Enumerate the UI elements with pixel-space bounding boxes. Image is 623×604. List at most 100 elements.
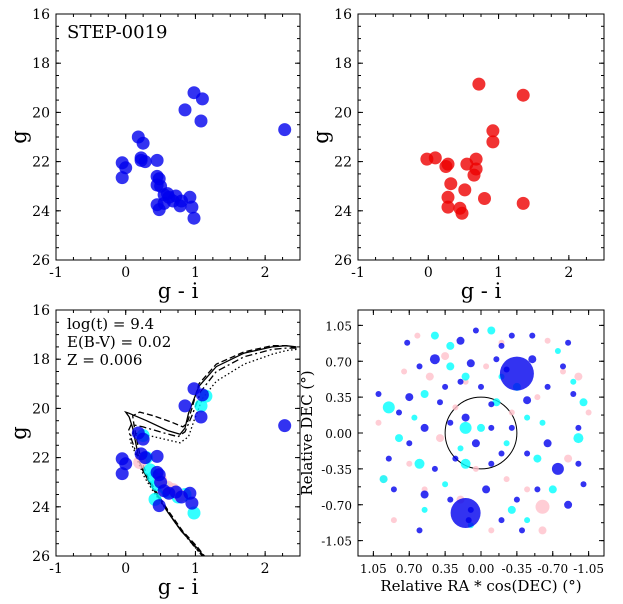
data-point: [493, 356, 500, 363]
x-axis-label: g - i: [461, 279, 502, 303]
y-tick-label: 22: [334, 155, 352, 171]
data-point: [278, 123, 292, 137]
data-point: [194, 114, 208, 128]
data-point: [570, 391, 577, 397]
data-point: [446, 341, 455, 350]
data-point: [459, 421, 472, 434]
data-point: [472, 77, 486, 91]
data-point: [492, 398, 501, 407]
y-tick-label: 0.70: [325, 355, 352, 369]
data-point: [524, 450, 531, 457]
x-tick-label: 0.70: [396, 562, 423, 576]
data-point: [538, 526, 547, 535]
data-point: [396, 409, 402, 416]
data-point: [488, 401, 495, 408]
x-tick-label: -1.05: [573, 562, 604, 576]
data-point: [420, 490, 429, 499]
param-z: Z = 0.006: [67, 351, 142, 369]
data-point: [488, 424, 495, 431]
data-point: [187, 506, 201, 520]
data-point: [414, 458, 425, 469]
data-point: [544, 337, 551, 344]
x-tick-label: 2: [261, 561, 270, 577]
axes-frame: [55, 13, 301, 261]
data-point: [187, 211, 201, 225]
data-point: [185, 200, 199, 214]
data-point: [499, 356, 534, 391]
data-point: [441, 190, 455, 204]
data-point: [458, 183, 472, 197]
data-point: [405, 393, 414, 402]
data-point: [119, 161, 133, 175]
data-point: [573, 433, 584, 444]
y-tick-label: -1.05: [321, 535, 352, 549]
data-point: [430, 331, 439, 340]
data-point: [194, 410, 208, 424]
data-point: [194, 399, 208, 413]
y-tick-label: 26: [32, 253, 50, 269]
data-point: [585, 409, 592, 416]
data-point: [439, 160, 453, 173]
data-point: [554, 348, 561, 354]
data-point: [455, 206, 469, 220]
param-ebv: E(B-V) = 0.02: [67, 333, 171, 351]
data-point: [478, 192, 491, 205]
data-point: [431, 465, 438, 472]
data-point: [524, 517, 531, 524]
data-point: [178, 103, 192, 117]
data-point: [442, 481, 449, 488]
y-tick-label: 16: [32, 303, 50, 319]
data-point: [478, 383, 484, 390]
plot-area: [115, 345, 297, 556]
data-point: [469, 152, 483, 166]
data-point: [414, 332, 421, 339]
data-point: [134, 153, 148, 167]
data-point: [507, 505, 516, 514]
y-tick-label: 20: [32, 105, 50, 121]
x-axis-label: g - i: [158, 575, 199, 599]
x-tick-label: -1: [351, 265, 365, 281]
data-point: [150, 153, 164, 167]
data-point: [115, 171, 129, 185]
y-tick-label: 20: [32, 401, 50, 417]
data-point: [382, 401, 395, 414]
data-point: [436, 434, 444, 443]
data-point: [379, 475, 388, 484]
x-tick-label: 1: [191, 561, 200, 577]
data-point: [420, 423, 429, 432]
data-point: [498, 342, 505, 349]
data-point: [529, 332, 536, 339]
data-point: [278, 419, 292, 433]
x-tick-label: -1: [49, 561, 63, 577]
data-point: [183, 190, 197, 204]
data-point: [516, 88, 530, 102]
data-point: [508, 424, 515, 431]
y-tick-label: 0.35: [325, 391, 352, 405]
data-point: [564, 454, 573, 463]
y-tick-label: 26: [32, 549, 50, 565]
x-tick-label: 0.35: [432, 562, 459, 576]
data-point: [173, 199, 187, 213]
x-tick-label: 1: [191, 265, 200, 281]
y-tick-label: 22: [32, 155, 50, 171]
data-point: [447, 419, 454, 426]
data-point: [467, 168, 481, 182]
y-tick-label: 24: [32, 204, 50, 220]
data-point: [564, 500, 573, 509]
selection-circle: [444, 396, 518, 470]
data-point: [548, 485, 557, 494]
data-point: [442, 383, 449, 390]
data-point: [472, 327, 479, 334]
cmd-panel-isochrone: -1 0 1 2 16 18 20 22 24 26 g - i g: [7, 303, 301, 599]
data-point: [195, 92, 209, 106]
data-point: [406, 460, 413, 467]
plot-area: [375, 326, 592, 535]
data-point: [580, 481, 587, 488]
data-point: [375, 391, 382, 397]
data-point: [535, 499, 550, 514]
y-tick-label: 18: [334, 56, 352, 72]
data-point: [119, 457, 133, 471]
data-point: [579, 398, 588, 407]
data-point: [385, 455, 392, 462]
